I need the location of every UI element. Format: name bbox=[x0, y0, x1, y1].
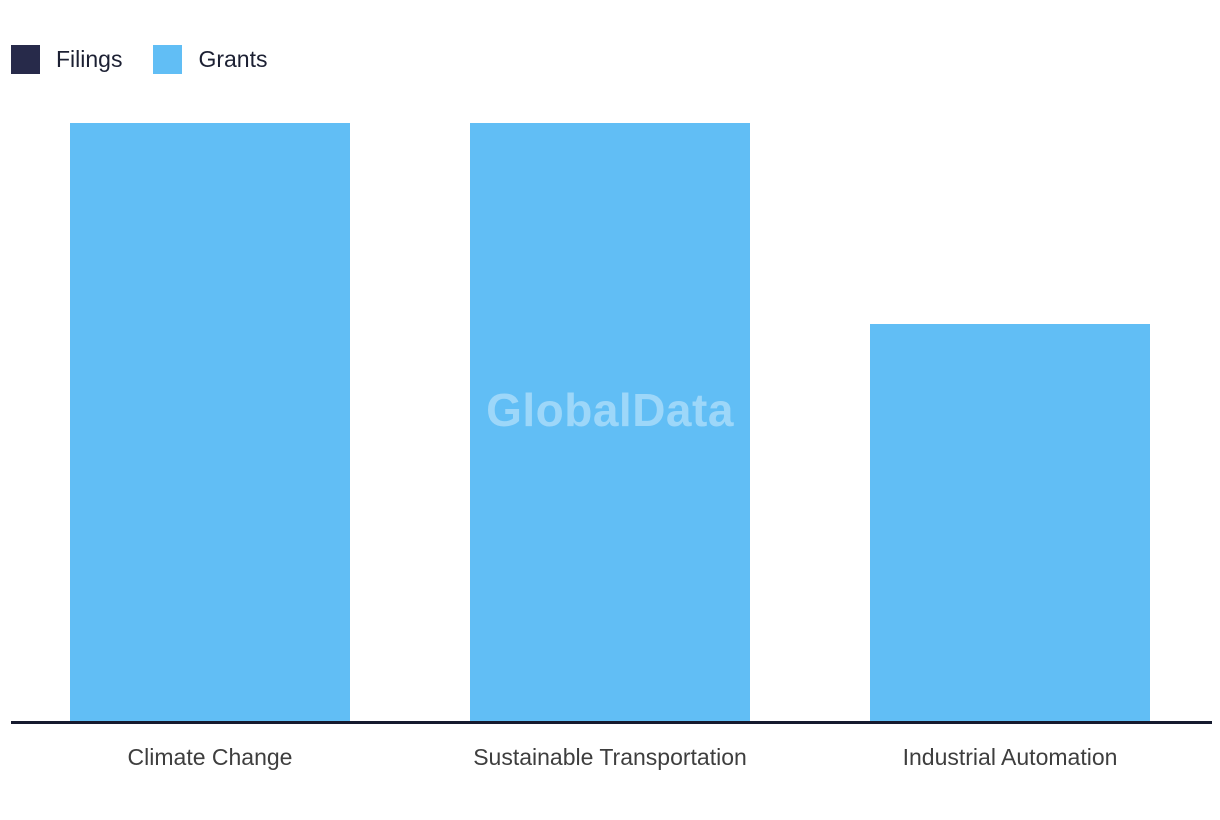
legend-label-grants: Grants bbox=[198, 46, 268, 72]
x-axis-line bbox=[11, 721, 1212, 724]
plot-area bbox=[70, 123, 1150, 722]
filings-swatch bbox=[11, 45, 40, 74]
x-axis-label: Climate Change bbox=[127, 744, 293, 770]
legend-label-filings: Filings bbox=[56, 46, 123, 72]
bar-grants-sustainable-transportation[interactable] bbox=[470, 123, 750, 722]
x-axis-label: Industrial Automation bbox=[902, 744, 1118, 770]
x-axis-label: Sustainable Transportation bbox=[473, 744, 747, 770]
legend-item-filings[interactable]: Filings bbox=[11, 45, 122, 74]
grants-swatch bbox=[153, 45, 183, 74]
legend-item-grants[interactable]: Grants bbox=[153, 45, 268, 74]
legend: Filings Grants bbox=[11, 45, 268, 74]
bar-grants-industrial-automation[interactable] bbox=[870, 324, 1150, 722]
bar-grants-climate-change[interactable] bbox=[70, 123, 350, 722]
